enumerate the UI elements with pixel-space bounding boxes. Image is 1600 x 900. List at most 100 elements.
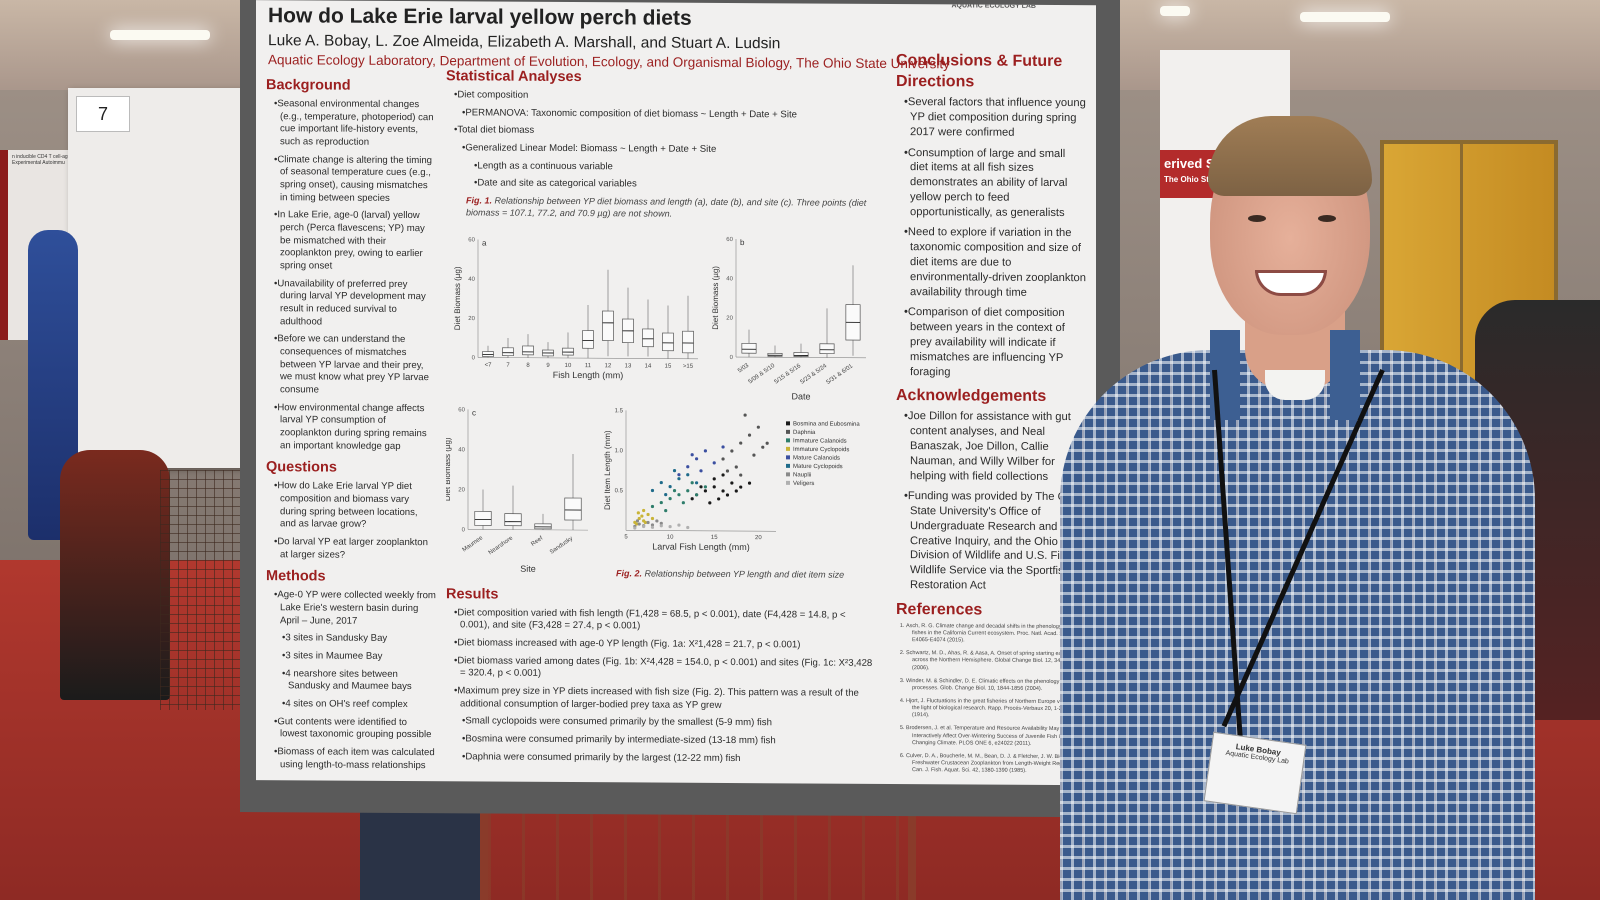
list-item: Generalized Linear Model: Biomass ~ Leng… [454,142,876,157]
questions-list: How do Lake Erie larval YP diet composit… [266,480,436,562]
scatter-point [681,500,685,505]
scatter-point [739,473,743,477]
scatter-point [650,504,655,508]
list-item: Consumption of large and small diet item… [904,146,1086,221]
tick-label: <7 [485,362,493,368]
tick-label: 11 [585,363,592,369]
tick-label: 60 [726,237,733,243]
list-item: Daphnia were consumed primarily by the l… [454,751,876,766]
scatter-point [721,445,725,449]
box-body [482,351,494,357]
scatter-point [725,493,730,497]
ceiling-light [110,30,210,40]
door-divider [1460,140,1463,418]
tick-label: 5 [624,534,628,540]
tick-label: 5/15 & 5/16 [774,363,803,386]
list-item: Diet biomass varied among dates (Fig. 1b… [454,655,876,683]
scatter-point [672,488,677,493]
scatter-point [677,492,681,497]
methods-heading: Methods [266,568,326,585]
scatter-point [725,469,730,473]
list-item: 3 sites in Sandusky Bay [274,633,436,647]
scatter-point [690,496,694,501]
scatter-point [640,514,644,518]
scatter-point [743,413,747,417]
list-item: 4 nearshore sites between Sandusky and M… [274,668,436,694]
scatter-point [752,453,756,457]
panel-label: a [482,238,487,247]
tick-label: Sandusky [549,536,574,556]
scatter-point [668,496,672,501]
tick-label: 40 [726,276,733,282]
list-item: Length as a continuous variable [454,160,876,175]
conclusions-list: Several factors that influence young YP … [896,95,1086,380]
research-poster: How do Lake Erie larval yellow perch die… [240,0,1120,818]
background-list: Seasonal environmental changes (e.g., te… [266,98,436,453]
scatter-point [633,526,637,530]
figure-1-charts: 0 20 40 60 a Diet Biomass (µg) <7 7 8 9 10 11 12 13 14… [446,237,866,574]
scatter-point [699,469,703,473]
scatter-point [659,523,663,528]
conclusions-heading: Conclusions & Future Directions [896,52,1063,91]
list-item: Date and site as categorical variables [454,178,876,193]
tick-label: 9 [546,363,550,369]
tick-label: Maumee [462,535,485,554]
list-item: Gut contents were identified to lowest t… [274,716,436,742]
axis-line [468,528,588,531]
scatter-point [634,522,639,526]
scatter-point [668,524,672,529]
tick-label: 5/09 & 5/10 [748,362,777,385]
tick-label: 20 [468,316,475,322]
panel-label: c [472,408,476,417]
box-body [662,332,674,351]
tick-label: Reef [530,535,544,547]
scatter-point [747,481,752,485]
scatter-point [708,501,712,505]
list-item: Seasonal environmental changes (e.g., te… [274,98,436,150]
scatter-point [721,473,725,477]
tick-label: 13 [625,363,632,369]
legend-swatch [786,446,790,451]
axis-label: Fish Length (mm) [553,370,624,380]
undershirt [1265,370,1325,400]
list-item: Bosmina were consumed primarily by inter… [454,733,876,748]
tick-label: 0 [472,355,476,361]
poster-logo: AQUATIC ECOLOGY LAB [951,2,1036,10]
legend-swatch [786,438,790,443]
scatter-point [699,485,703,489]
tick-label: 1.5 [615,408,624,414]
list-item: Small cyclopoids were consumed primarily… [454,716,876,731]
list-item: Joe Dillon for assistance with gut conte… [904,409,1086,484]
scatter-point [643,520,648,524]
box-body [767,352,783,357]
axis-label: Site [520,564,536,574]
poster-title: How do Lake Erie larval yellow perch die… [268,4,692,30]
scatter-point [712,461,716,465]
scatter-point [650,523,655,527]
scatter-point [646,512,650,516]
legend-label: Bosmina and Eubosmina [793,421,860,427]
scatter-point [717,497,721,501]
scatter-point [721,457,725,461]
list-item: In Lake Erie, age-0 (larval) yellow perc… [274,210,436,274]
scatter-point [664,492,668,497]
legend-label: Immature Cyclopoids [793,447,849,453]
legend-label: Mature Cyclopoids [793,464,843,470]
scatter-point [712,485,716,489]
tick-label: 0 [730,355,734,361]
tick-label: 5/03 [737,362,751,374]
list-item: Diet composition varied with fish length… [454,607,876,635]
axis-label: Diet Biomass (µg) [453,266,462,330]
scatter-point [734,489,738,493]
box-body [474,510,492,526]
fig1-caption: Fig. 1. Relationship between YP diet bio… [466,195,876,221]
tick-label: 20 [755,535,762,541]
hair [1208,116,1372,196]
poster-surface: How do Lake Erie larval yellow perch die… [256,0,1096,786]
eye [1248,215,1266,222]
scatter-point [637,522,641,526]
list-item: Maximum prey size in YP diets increased … [454,685,876,713]
name-badge: Luke Bobay Aquatic Ecology Lab [1203,731,1307,815]
fig2-caption-text: Relationship between YP length and diet … [644,568,845,580]
neighbor-board [68,88,248,468]
